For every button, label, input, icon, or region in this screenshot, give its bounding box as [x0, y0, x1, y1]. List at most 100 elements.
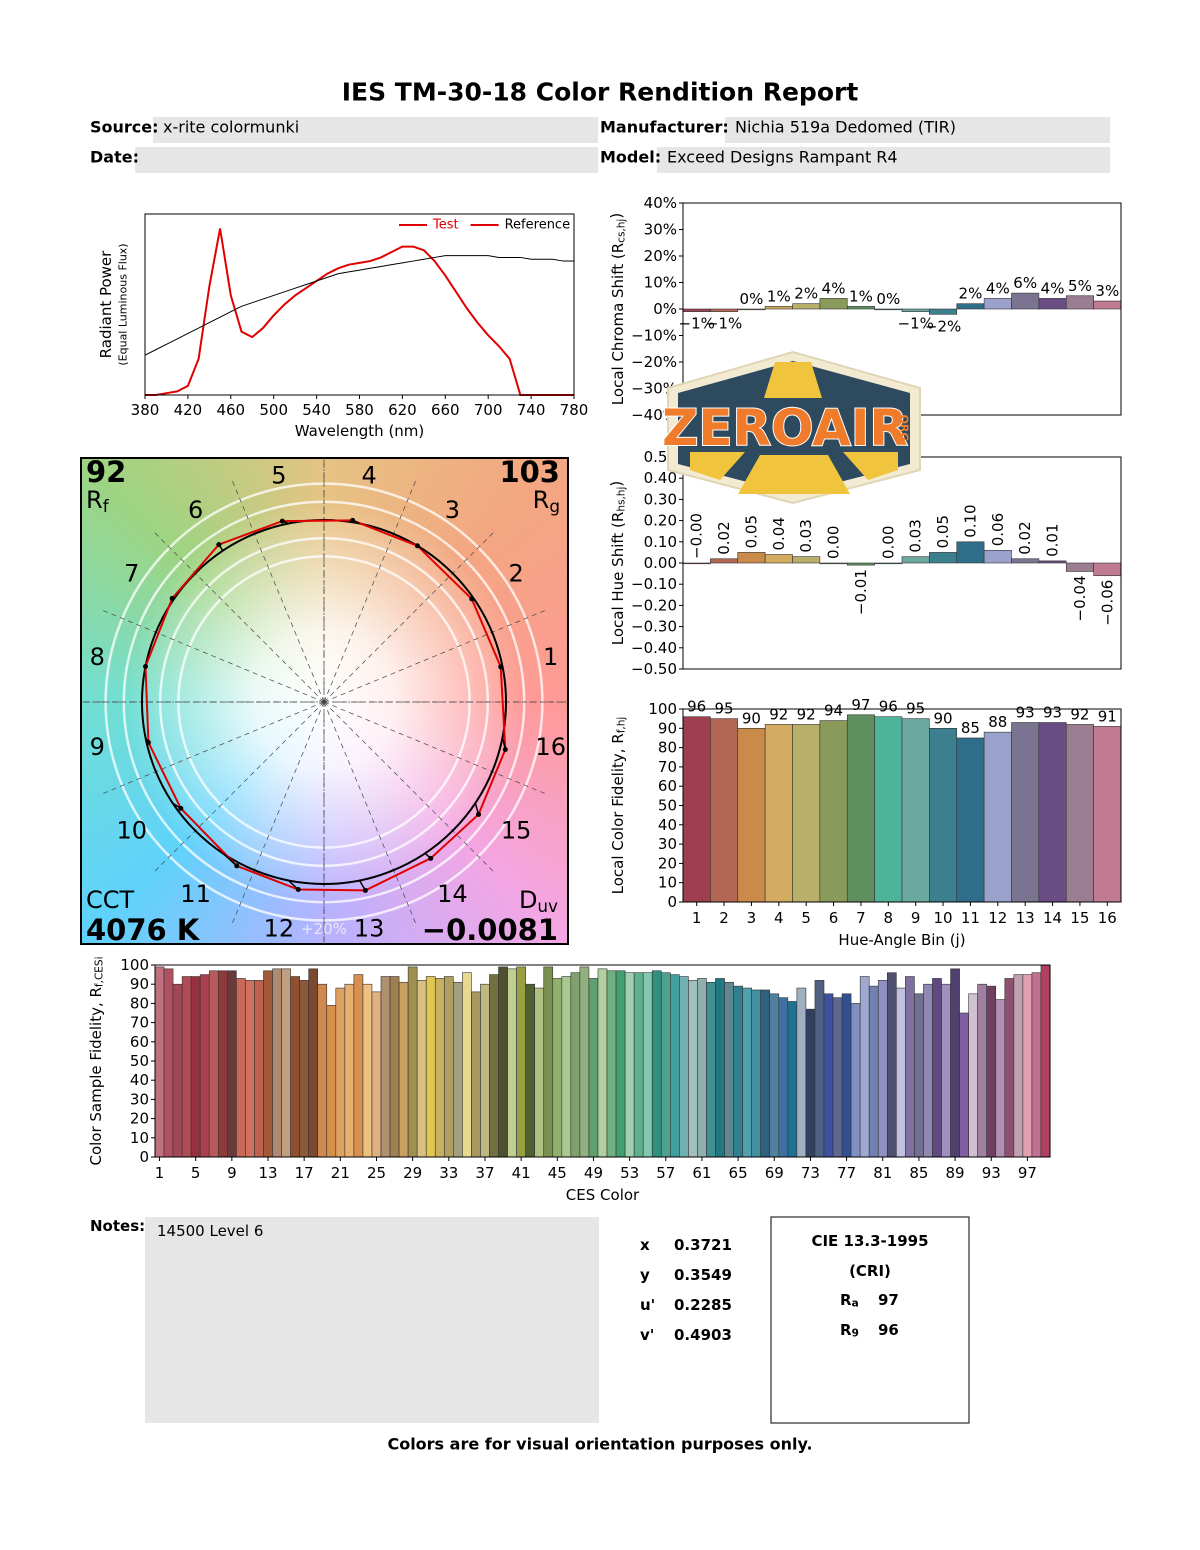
x-tick-label: 13 [1016, 909, 1035, 927]
bar [1038, 722, 1067, 903]
y-tick-label: 60 [130, 1033, 149, 1051]
bar [737, 308, 766, 311]
x-tick-label: 5 [801, 909, 811, 927]
x-axis-label: CES Color [566, 1186, 640, 1204]
test-point [216, 542, 222, 548]
bar [737, 727, 766, 903]
y-tick-label: −0.30 [631, 618, 677, 636]
y-tick-label: −0.10 [631, 575, 677, 593]
bar [769, 993, 780, 1158]
x-tick-label: 16 [1098, 909, 1117, 927]
value-label: −1% [706, 315, 742, 333]
y-tick-label: 90 [130, 975, 149, 993]
bar [760, 989, 771, 1158]
cri-symbol: R9 [840, 1321, 859, 1340]
x-tick-label: 500 [259, 401, 288, 419]
chromaticity-value: 0.3549 [674, 1266, 732, 1284]
value-label: 4% [986, 279, 1010, 297]
metric-value: 4076 K [86, 913, 201, 947]
chromaticity-label: u' [640, 1296, 655, 1314]
bar [682, 308, 711, 312]
y-tick-label: 50 [658, 797, 677, 815]
x-tick-label: 61 [692, 1164, 711, 1182]
bin-boundary [101, 609, 325, 703]
bar [688, 980, 698, 1158]
value-label: −0.06 [1098, 580, 1116, 626]
y-tick-label: −40% [631, 406, 677, 424]
x-tick-label: 17 [295, 1164, 314, 1182]
y-tick-label: 40% [644, 194, 677, 212]
chromaticity-value: 0.4903 [674, 1326, 732, 1344]
field-box [725, 117, 1110, 143]
cri-symbol-part: a [852, 1298, 859, 1310]
metric-symbol-part: R [533, 486, 550, 514]
value-label: 4% [822, 279, 846, 297]
y-axis-label-part: Local Hue Shift (R [609, 512, 627, 646]
bar [579, 966, 590, 1158]
bar [480, 983, 490, 1158]
bar [805, 1008, 816, 1158]
bar [715, 978, 725, 1158]
value-label: 92 [769, 705, 788, 723]
bar [846, 306, 875, 310]
bar [362, 983, 373, 1158]
bar [217, 970, 228, 1158]
y-tick-label: 70 [658, 758, 677, 776]
test-point [428, 855, 434, 861]
x-tick-label: 580 [345, 401, 374, 419]
bar [1040, 964, 1051, 1158]
bar [682, 716, 711, 903]
bin-label: 11 [180, 880, 211, 908]
bar [682, 562, 711, 565]
x-tick-label: 740 [517, 401, 546, 419]
bar [819, 562, 848, 565]
bar [819, 298, 848, 310]
x-tick-label: 2 [719, 909, 729, 927]
bar [308, 968, 319, 1158]
bin-boundary [323, 701, 495, 873]
bin-label: 9 [90, 733, 105, 761]
bar [901, 308, 930, 312]
bar [751, 989, 762, 1158]
bar [929, 308, 958, 315]
value-label: 90 [934, 709, 953, 727]
y-tick-label: 80 [658, 739, 677, 757]
value-label: 94 [824, 702, 843, 720]
vector-graphic-frame [80, 457, 569, 945]
y-axis-label-part: f,CESi [94, 956, 106, 987]
bar [983, 549, 1012, 564]
cri-symbol-part: R [840, 1321, 852, 1339]
bin-boundary [231, 479, 325, 703]
test-point [295, 887, 301, 893]
x-tick-label: 10 [934, 909, 953, 927]
notes-label: Notes: [90, 1217, 145, 1235]
y-tick-label: 100 [648, 700, 677, 718]
y-tick-label: 30 [130, 1090, 149, 1108]
y-tick-label: 10 [130, 1129, 149, 1147]
x-tick-label: 45 [548, 1164, 567, 1182]
value-label: 0.02 [1016, 521, 1034, 554]
bar [398, 981, 409, 1158]
value-label: 88 [988, 713, 1007, 731]
metric-value: 103 [499, 455, 560, 489]
bar [380, 976, 391, 1158]
test-point [414, 543, 420, 549]
x-axis-label: Hue-Angle Bin (j) [838, 931, 965, 949]
bar [792, 556, 821, 564]
metric-symbol-part: D [519, 886, 537, 914]
y-tick-label: 0.30 [644, 490, 677, 508]
bar [272, 968, 282, 1158]
x-tick-label: 4 [774, 909, 784, 927]
y-axis-label-note: (Equal Luminous Flux) [117, 243, 130, 365]
value-label: 92 [1070, 705, 1089, 723]
y-axis-label-part: f,hj [616, 717, 628, 734]
bar [290, 976, 300, 1158]
cri-title: CIE 13.3-1995 [811, 1232, 928, 1250]
bar [986, 985, 997, 1158]
y-tick-label: 0.20 [644, 512, 677, 530]
bar [1038, 560, 1067, 564]
x-tick-label: 13 [258, 1164, 277, 1182]
x-tick-label: 49 [584, 1164, 603, 1182]
bar [453, 981, 463, 1158]
